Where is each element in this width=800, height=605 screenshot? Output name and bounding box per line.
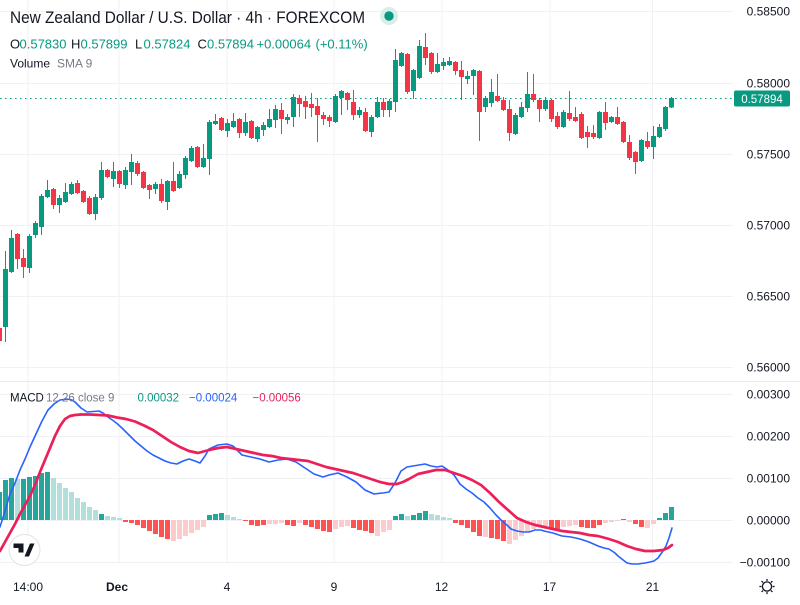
svg-text:Dec: Dec — [106, 580, 128, 594]
svg-text:0.57894: 0.57894 — [741, 94, 783, 106]
svg-text:0.56500: 0.56500 — [747, 290, 791, 304]
svg-text:4: 4 — [224, 580, 231, 594]
svg-text:New Zealand Dollar / U.S. Doll: New Zealand Dollar / U.S. Dollar · 4h · … — [10, 8, 365, 27]
svg-text:0.00300: 0.00300 — [747, 388, 791, 402]
svg-text:21: 21 — [646, 580, 660, 594]
svg-text:0.58500: 0.58500 — [747, 5, 791, 19]
svg-text:17: 17 — [543, 580, 557, 594]
svg-text:−0.00100: −0.00100 — [740, 556, 791, 570]
svg-text:0.57500: 0.57500 — [747, 148, 791, 162]
svg-text:9: 9 — [331, 580, 338, 594]
svg-text:0.00100: 0.00100 — [747, 472, 791, 486]
svg-text:14:00: 14:00 — [13, 580, 43, 594]
svg-text:12: 12 — [435, 580, 449, 594]
svg-text:0.58000: 0.58000 — [747, 77, 791, 91]
svg-text:0.00000: 0.00000 — [747, 514, 791, 528]
svg-text:0.56000: 0.56000 — [747, 361, 791, 375]
svg-text:0.00200: 0.00200 — [747, 430, 791, 444]
svg-text:0.57000: 0.57000 — [747, 219, 791, 233]
